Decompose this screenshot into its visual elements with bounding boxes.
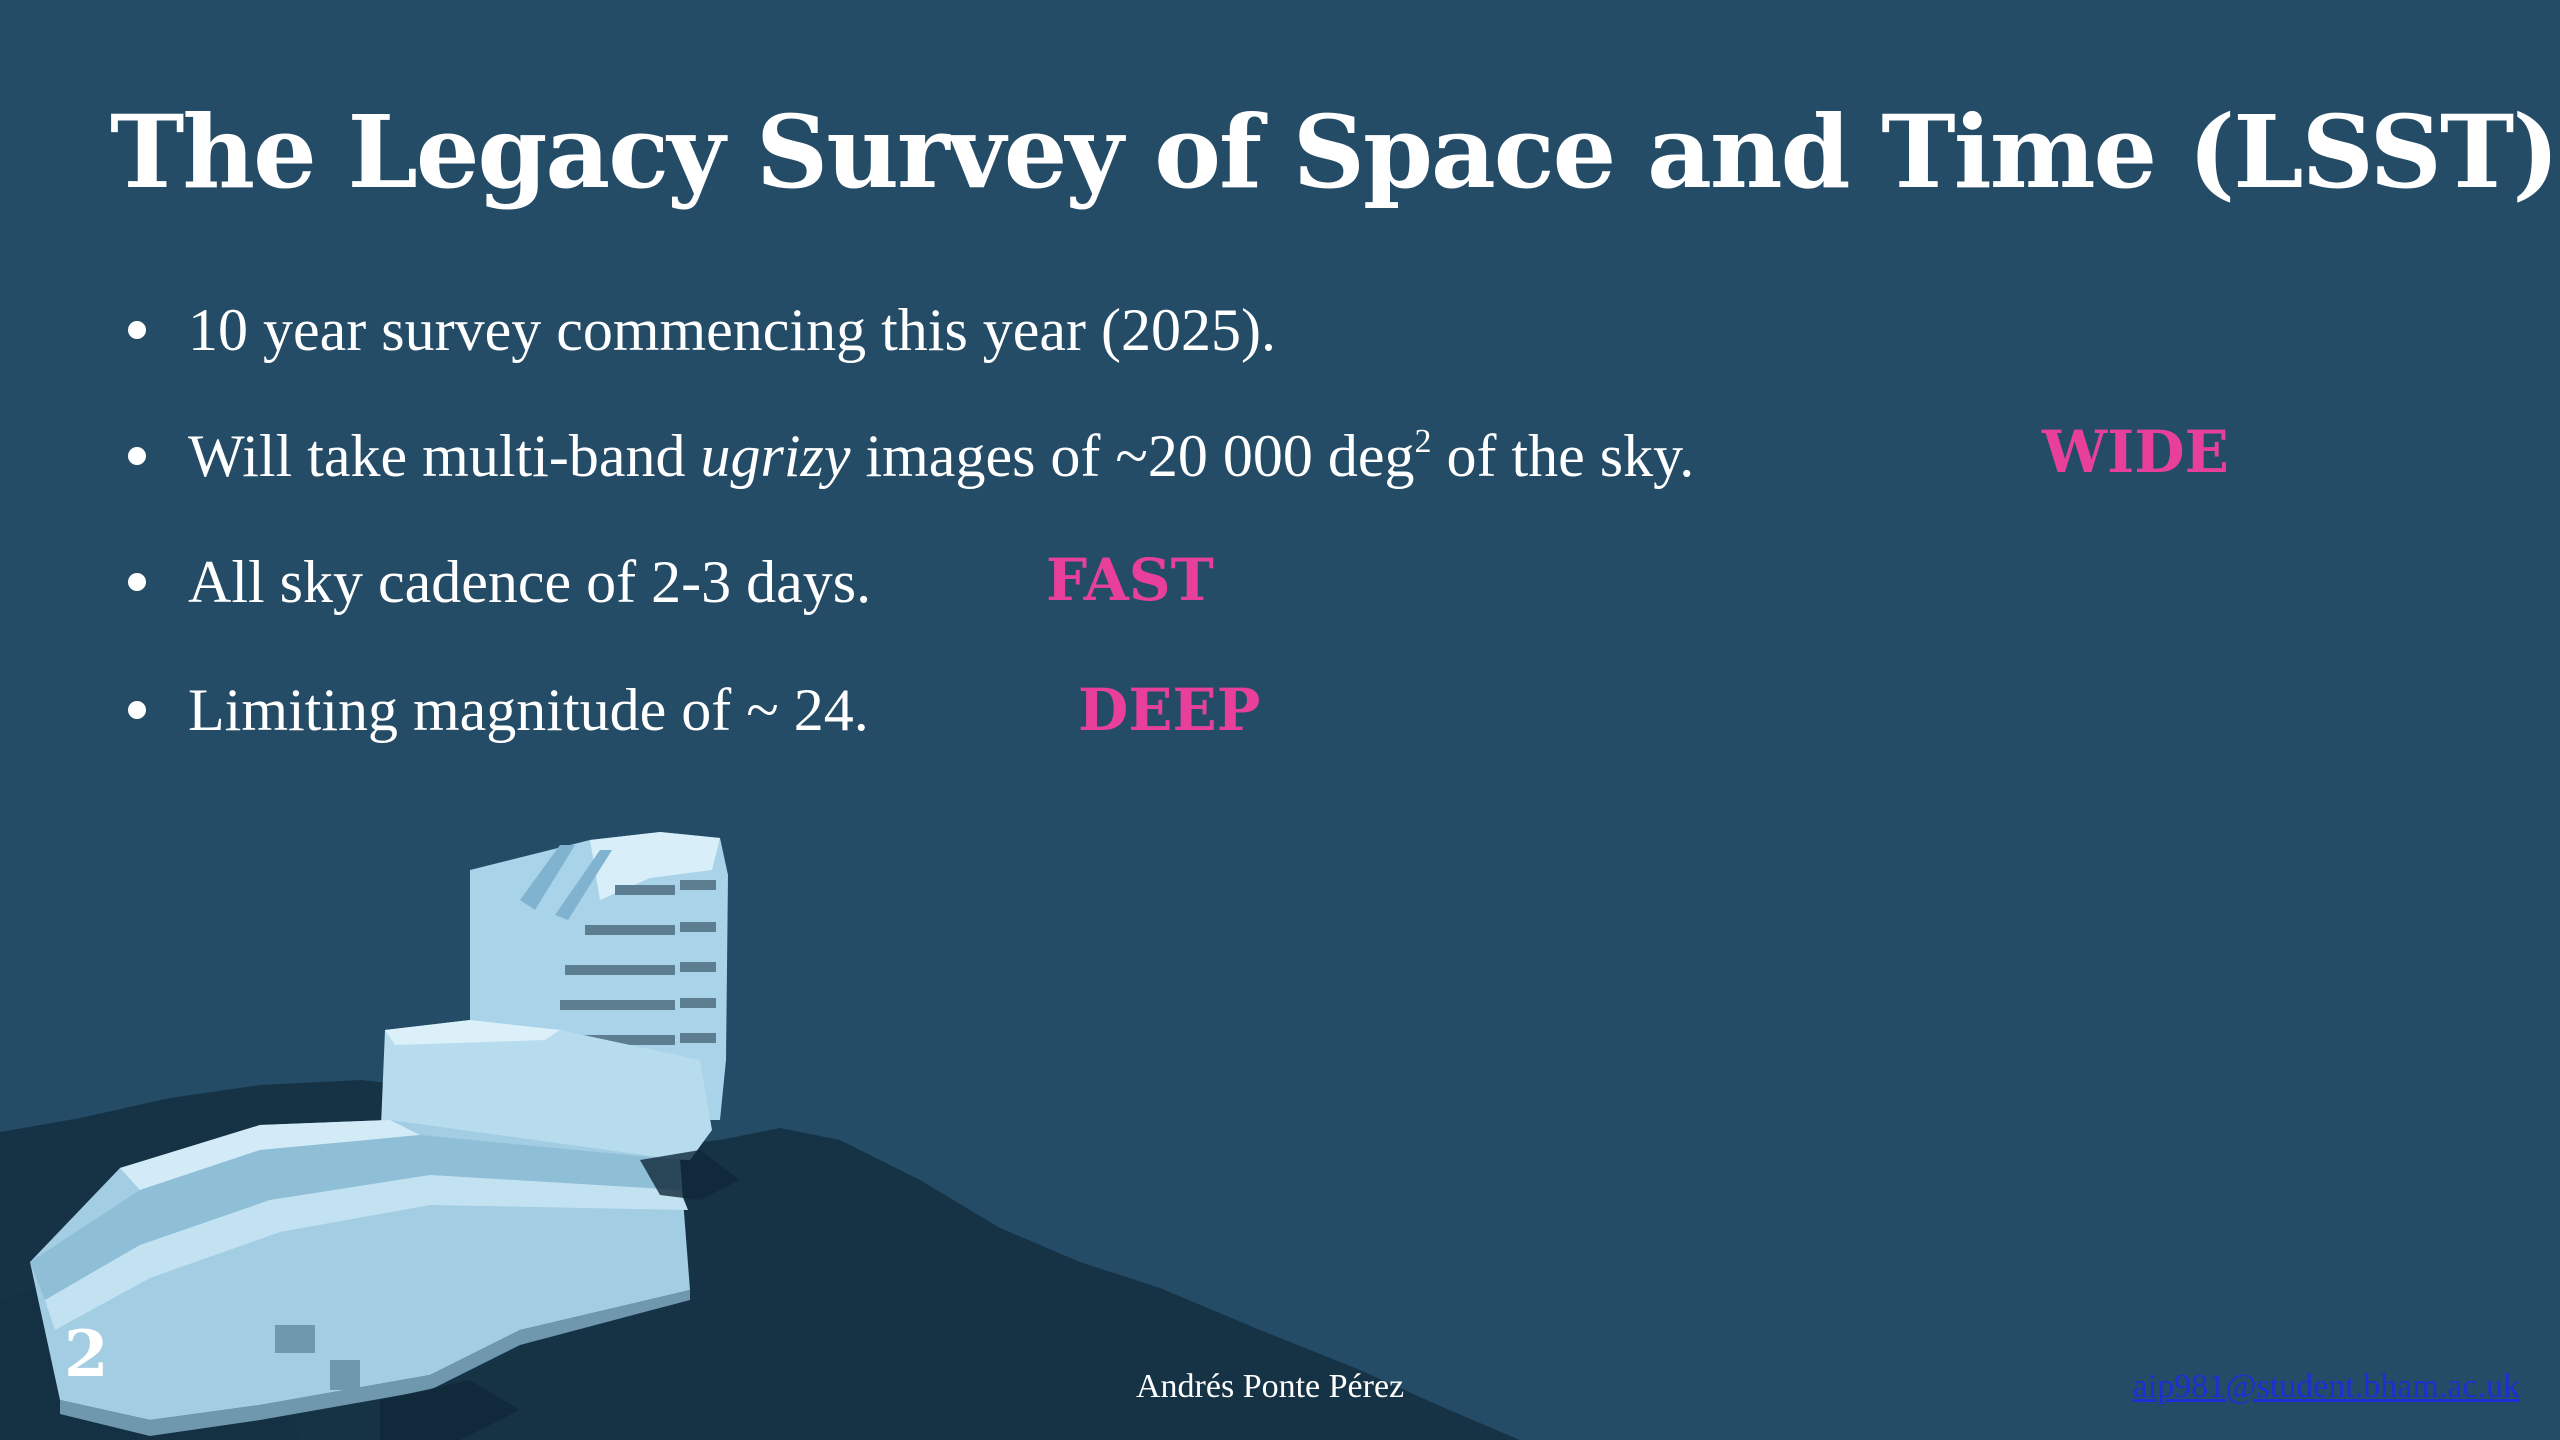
bullet-dot-icon bbox=[128, 447, 146, 465]
tag-deep: DEEP bbox=[1078, 676, 1261, 744]
bullet-dot-icon bbox=[128, 321, 146, 339]
page-number: 2 bbox=[64, 1317, 109, 1392]
bullet-text: 10 year survey commencing this year (202… bbox=[188, 296, 1276, 363]
bullet-item-wide: Will take multi-band ugrizy images of ~2… bbox=[120, 416, 1694, 496]
slide-title: The Legacy Survey of Space and Time (LSS… bbox=[110, 93, 2560, 211]
superscript-2: 2 bbox=[1414, 422, 1432, 460]
observatory-middle bbox=[380, 1020, 712, 1160]
tag-fast: FAST bbox=[1046, 546, 1214, 614]
bullet-dot-icon bbox=[128, 573, 146, 591]
bullet-dot-icon bbox=[128, 701, 146, 719]
bullet-text: Limiting magnitude of ~ 24. bbox=[188, 676, 869, 743]
tag-wide: WIDE bbox=[2042, 418, 2229, 486]
bullet-item-fast: All sky cadence of 2-3 days. bbox=[120, 542, 871, 622]
bullet-text: All sky cadence of 2-3 days. bbox=[188, 548, 872, 615]
bullet-item-survey: 10 year survey commencing this year (202… bbox=[120, 290, 1276, 370]
email-link[interactable]: aip981@student.bham.ac.uk bbox=[2132, 1368, 2520, 1405]
bullet-text: Will take multi-band ugrizy images of ~2… bbox=[188, 422, 1695, 489]
author-name: Andrés Ponte Pérez bbox=[1136, 1368, 1405, 1405]
ugrizy-italic: ugrizy bbox=[700, 422, 851, 489]
tower-windows bbox=[560, 880, 716, 1045]
bullet-item-deep: Limiting magnitude of ~ 24. bbox=[120, 670, 869, 750]
